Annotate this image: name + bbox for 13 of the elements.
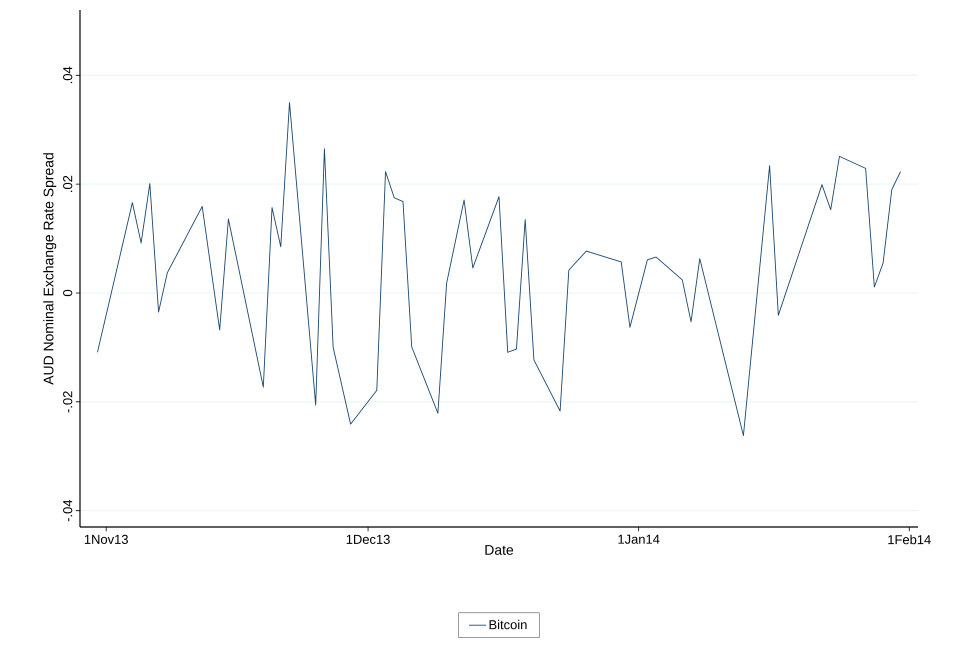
y-tick-label: .02 — [63, 176, 72, 192]
y-axis-title: AUD Nominal Exchange Rate Spread — [43, 153, 56, 385]
x-tick-label: 1Dec13 — [346, 534, 390, 544]
x-tick-label: 1Jan14 — [618, 534, 660, 544]
x-tick-label: 1Nov13 — [84, 534, 128, 544]
y-tick-label: .04 — [63, 66, 72, 84]
x-tick-label: 1Feb14 — [888, 534, 931, 544]
y-tick-label: -.04 — [63, 500, 72, 522]
y-tick-label: 0 — [63, 290, 72, 296]
legend-label: Bitcoin — [490, 620, 527, 630]
y-tick-label: -.02 — [63, 391, 72, 412]
line-series — [97, 102, 901, 436]
x-axis-title: Date — [485, 545, 514, 555]
